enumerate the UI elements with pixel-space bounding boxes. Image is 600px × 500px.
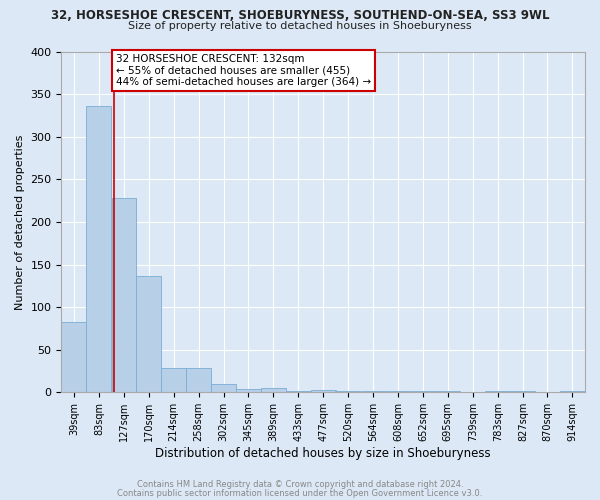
X-axis label: Distribution of detached houses by size in Shoeburyness: Distribution of detached houses by size … (155, 447, 491, 460)
Bar (136, 276, 161, 392)
Bar (386, 390, 410, 392)
Bar (86, 106, 111, 393)
Bar (236, 389, 260, 392)
Bar (261, 388, 286, 392)
Bar (61, 322, 86, 392)
Bar (286, 390, 311, 392)
Bar (112, 198, 136, 392)
Text: 32 HORSESHOE CRESCENT: 132sqm
← 55% of detached houses are smaller (455)
44% of : 32 HORSESHOE CRESCENT: 132sqm ← 55% of d… (116, 54, 371, 88)
Text: 32, HORSESHOE CRESCENT, SHOEBURYNESS, SOUTHEND-ON-SEA, SS3 9WL: 32, HORSESHOE CRESCENT, SHOEBURYNESS, SO… (51, 9, 549, 22)
Y-axis label: Number of detached properties: Number of detached properties (15, 134, 25, 310)
Bar (335, 390, 360, 392)
Bar (311, 390, 336, 392)
Text: Contains public sector information licensed under the Open Government Licence v3: Contains public sector information licen… (118, 489, 482, 498)
Bar (511, 390, 535, 392)
Text: Size of property relative to detached houses in Shoeburyness: Size of property relative to detached ho… (128, 21, 472, 31)
Bar (161, 368, 186, 392)
Bar (211, 384, 236, 392)
Bar (186, 368, 211, 392)
Bar (435, 390, 460, 392)
Text: Contains HM Land Registry data © Crown copyright and database right 2024.: Contains HM Land Registry data © Crown c… (137, 480, 463, 489)
